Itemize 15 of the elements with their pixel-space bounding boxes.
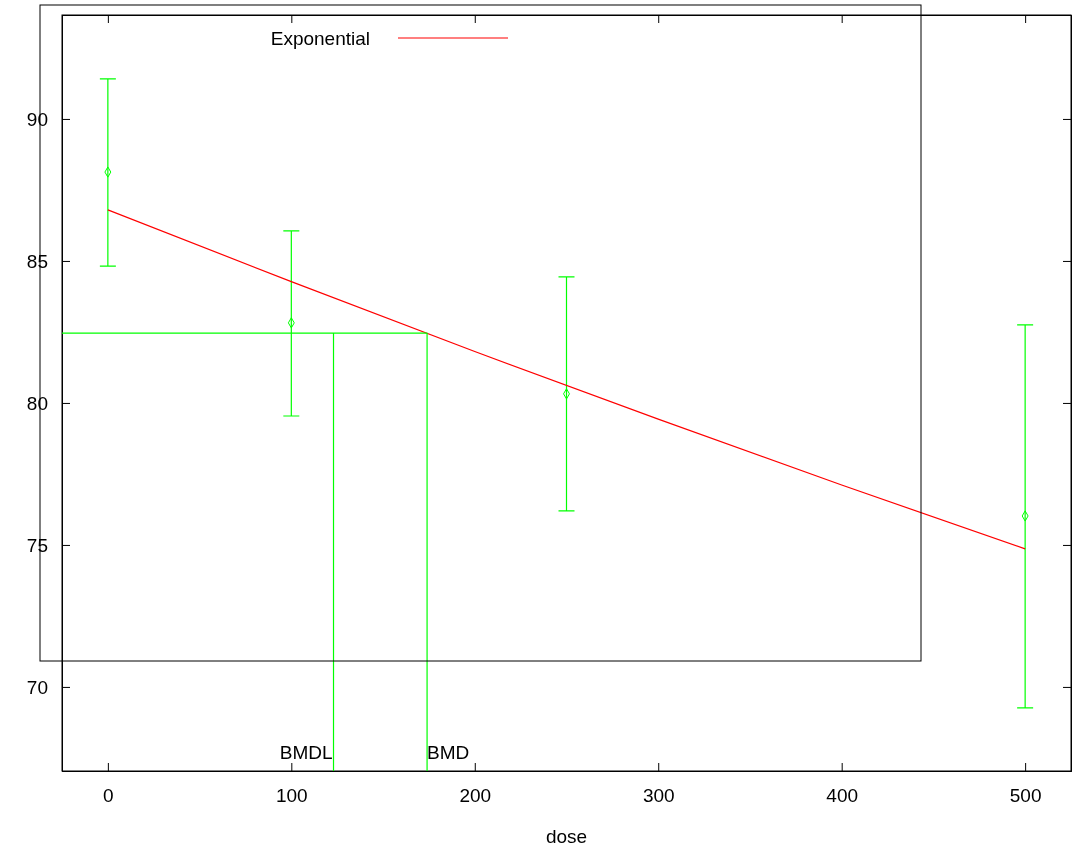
annotation: BMD bbox=[427, 742, 470, 763]
x-tick-label: 400 bbox=[826, 785, 859, 807]
x-tick-label: 500 bbox=[1009, 785, 1042, 807]
y-tick-label: 80 bbox=[26, 392, 48, 414]
annotation: BMDL bbox=[279, 742, 333, 763]
x-tick-label: 300 bbox=[642, 785, 675, 807]
x-tick-label: 100 bbox=[275, 785, 308, 807]
y-tick-label: 75 bbox=[26, 534, 48, 556]
text: Exponential bbox=[270, 28, 370, 49]
x-tick-label: 200 bbox=[459, 785, 492, 807]
y-tick-label: 85 bbox=[26, 250, 48, 272]
x-tick-label: 0 bbox=[103, 785, 114, 807]
x-axis-title: dose bbox=[545, 826, 588, 847]
y-tick-label: 70 bbox=[26, 676, 48, 698]
y-tick-label: 90 bbox=[26, 108, 48, 130]
